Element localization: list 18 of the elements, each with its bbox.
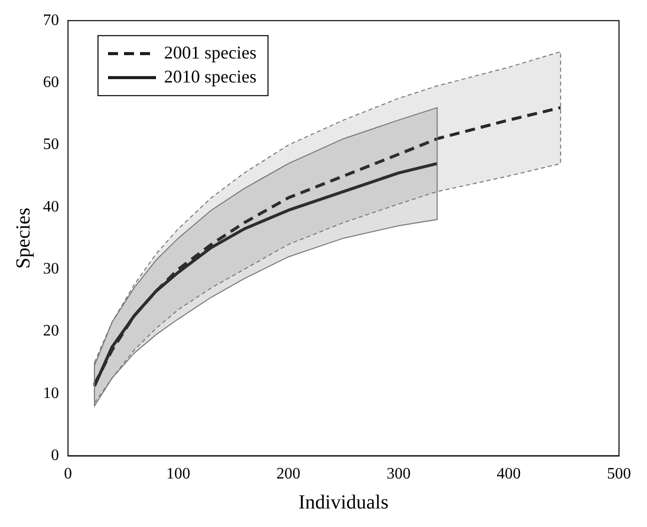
x-tick-label: 0 [64, 466, 72, 483]
x-tick-label: 200 [276, 466, 300, 483]
legend-label: 2001 species [164, 42, 256, 62]
x-tick-label: 300 [386, 466, 411, 483]
y-tick-label: 0 [51, 447, 59, 464]
y-tick-label: 10 [43, 384, 59, 402]
legend-label: 2010 species [164, 66, 256, 86]
y-tick-label: 50 [43, 136, 59, 154]
x-tick-label: 100 [166, 466, 190, 483]
y-tick-label: 30 [43, 260, 59, 278]
y-tick-label: 40 [43, 198, 59, 216]
y-tick-label: 60 [43, 74, 59, 91]
y-tick-label: 70 [43, 12, 59, 29]
y-tick-label: 20 [43, 322, 59, 340]
x-tick-label: 500 [607, 466, 631, 483]
x-axis-title: Individuals [298, 491, 389, 514]
y-axis-title: Species [12, 207, 34, 269]
x-tick-label: 400 [496, 466, 521, 483]
